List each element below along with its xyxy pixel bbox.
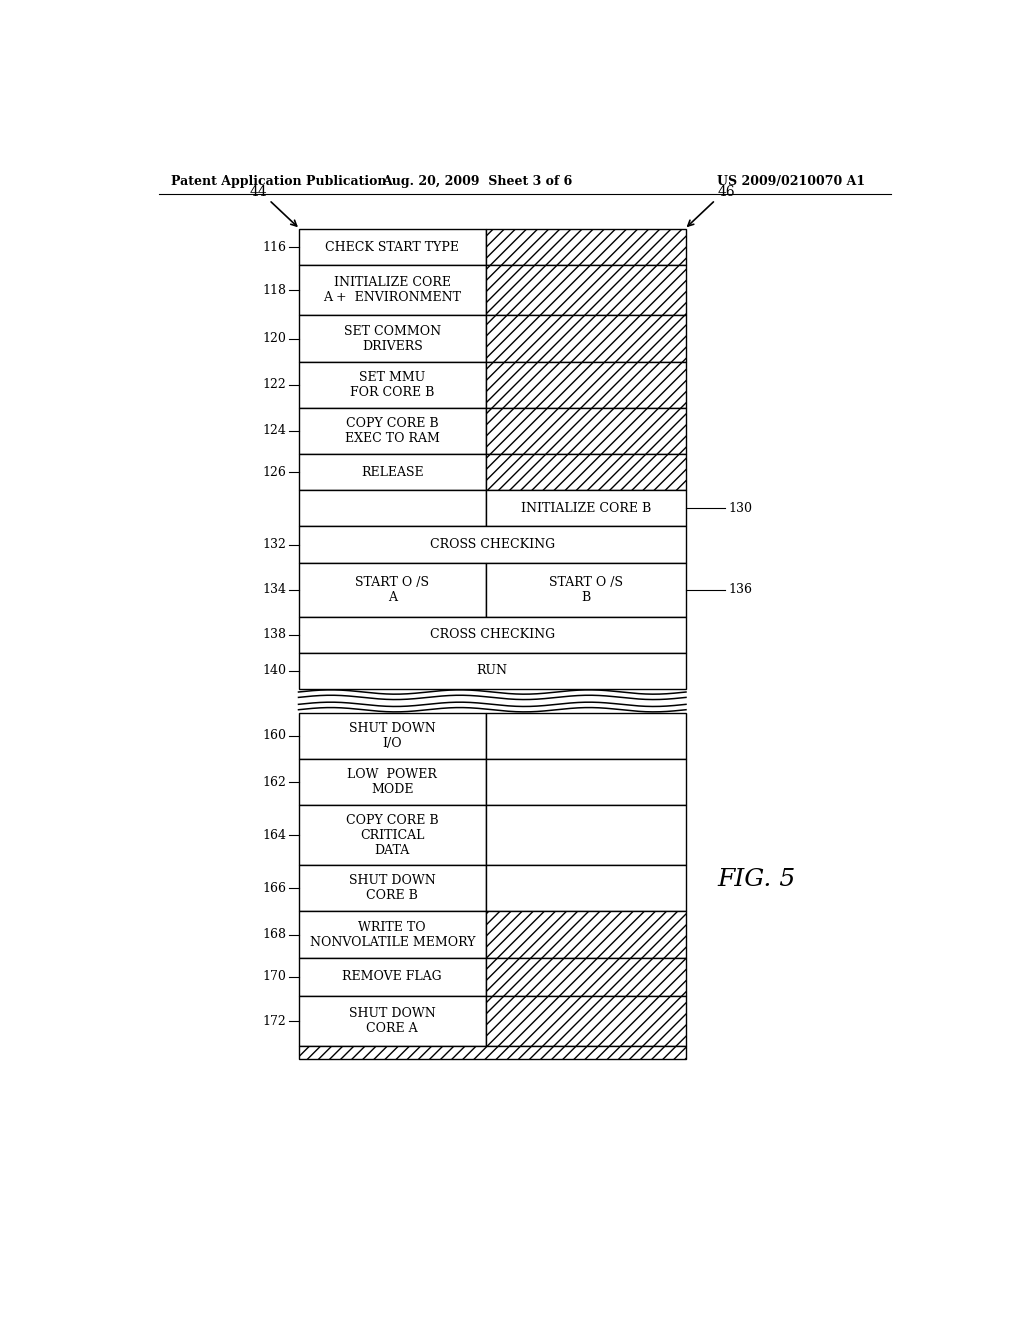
Text: 166: 166 bbox=[262, 882, 286, 895]
Bar bbox=[486, 713, 686, 759]
Text: COPY CORE B
EXEC TO RAM: COPY CORE B EXEC TO RAM bbox=[345, 417, 439, 445]
Text: 162: 162 bbox=[262, 776, 286, 788]
Text: Patent Application Publication: Patent Application Publication bbox=[171, 176, 386, 187]
Bar bbox=[299, 454, 486, 490]
Bar bbox=[486, 562, 686, 616]
Text: 132: 132 bbox=[262, 539, 286, 550]
Text: START O /S
A: START O /S A bbox=[355, 576, 429, 603]
Bar bbox=[486, 958, 686, 997]
Text: REMOVE FLAG: REMOVE FLAG bbox=[342, 970, 442, 983]
Bar bbox=[486, 408, 686, 454]
Text: US 2009/0210070 A1: US 2009/0210070 A1 bbox=[717, 176, 865, 187]
Bar bbox=[299, 527, 686, 562]
Bar bbox=[299, 490, 486, 527]
Bar bbox=[486, 362, 686, 408]
Text: 126: 126 bbox=[262, 466, 286, 479]
Text: 46: 46 bbox=[718, 185, 735, 199]
Text: WRITE TO
NONVOLATILE MEMORY: WRITE TO NONVOLATILE MEMORY bbox=[309, 920, 475, 949]
Bar bbox=[299, 362, 486, 408]
Text: 122: 122 bbox=[262, 379, 286, 391]
Text: 160: 160 bbox=[262, 730, 286, 742]
Text: RUN: RUN bbox=[477, 664, 508, 677]
Text: 138: 138 bbox=[262, 628, 286, 642]
Bar bbox=[299, 958, 486, 997]
Text: CHECK START TYPE: CHECK START TYPE bbox=[326, 240, 460, 253]
Bar bbox=[299, 759, 486, 805]
Bar bbox=[299, 616, 686, 653]
Bar bbox=[299, 562, 486, 616]
Bar bbox=[299, 997, 486, 1047]
Bar bbox=[299, 866, 486, 912]
Text: COPY CORE B
CRITICAL
DATA: COPY CORE B CRITICAL DATA bbox=[346, 813, 438, 857]
Bar bbox=[299, 1047, 686, 1059]
Bar bbox=[486, 759, 686, 805]
Bar bbox=[486, 315, 686, 362]
Bar bbox=[299, 408, 486, 454]
Text: 118: 118 bbox=[262, 284, 286, 297]
Bar bbox=[299, 912, 486, 958]
Text: CROSS CHECKING: CROSS CHECKING bbox=[430, 539, 555, 550]
Text: Aug. 20, 2009  Sheet 3 of 6: Aug. 20, 2009 Sheet 3 of 6 bbox=[382, 176, 571, 187]
Text: SHUT DOWN
CORE A: SHUT DOWN CORE A bbox=[349, 1007, 435, 1035]
Bar bbox=[486, 230, 686, 265]
Text: 140: 140 bbox=[262, 664, 286, 677]
Bar bbox=[486, 866, 686, 912]
Text: START O /S
B: START O /S B bbox=[549, 576, 623, 603]
Text: 134: 134 bbox=[262, 583, 286, 597]
Bar bbox=[299, 315, 486, 362]
Text: SET COMMON
DRIVERS: SET COMMON DRIVERS bbox=[344, 325, 441, 352]
Bar bbox=[299, 265, 486, 315]
Text: LOW  POWER
MODE: LOW POWER MODE bbox=[347, 768, 437, 796]
Text: 116: 116 bbox=[262, 240, 286, 253]
Bar bbox=[486, 997, 686, 1047]
Text: 44: 44 bbox=[249, 185, 267, 199]
Text: 170: 170 bbox=[262, 970, 286, 983]
Text: INITIALIZE CORE
A +  ENVIRONMENT: INITIALIZE CORE A + ENVIRONMENT bbox=[324, 276, 461, 305]
Bar bbox=[486, 912, 686, 958]
Text: 164: 164 bbox=[262, 829, 286, 842]
Text: 168: 168 bbox=[262, 928, 286, 941]
Text: SHUT DOWN
I/O: SHUT DOWN I/O bbox=[349, 722, 435, 750]
Bar bbox=[299, 653, 686, 689]
Bar bbox=[299, 713, 486, 759]
Text: 136: 136 bbox=[729, 583, 753, 597]
Text: 130: 130 bbox=[729, 502, 753, 515]
Text: SET MMU
FOR CORE B: SET MMU FOR CORE B bbox=[350, 371, 434, 399]
Text: INITIALIZE CORE B: INITIALIZE CORE B bbox=[521, 502, 651, 515]
Bar bbox=[486, 490, 686, 527]
Text: SHUT DOWN
CORE B: SHUT DOWN CORE B bbox=[349, 874, 435, 903]
Bar bbox=[299, 805, 486, 866]
Text: 172: 172 bbox=[262, 1015, 286, 1028]
Text: FIG. 5: FIG. 5 bbox=[717, 869, 796, 891]
Bar bbox=[486, 265, 686, 315]
Bar bbox=[299, 230, 486, 265]
Text: CROSS CHECKING: CROSS CHECKING bbox=[430, 628, 555, 642]
Text: 124: 124 bbox=[262, 425, 286, 437]
Text: 120: 120 bbox=[262, 333, 286, 345]
Bar bbox=[486, 805, 686, 866]
Bar bbox=[486, 454, 686, 490]
Text: RELEASE: RELEASE bbox=[361, 466, 424, 479]
